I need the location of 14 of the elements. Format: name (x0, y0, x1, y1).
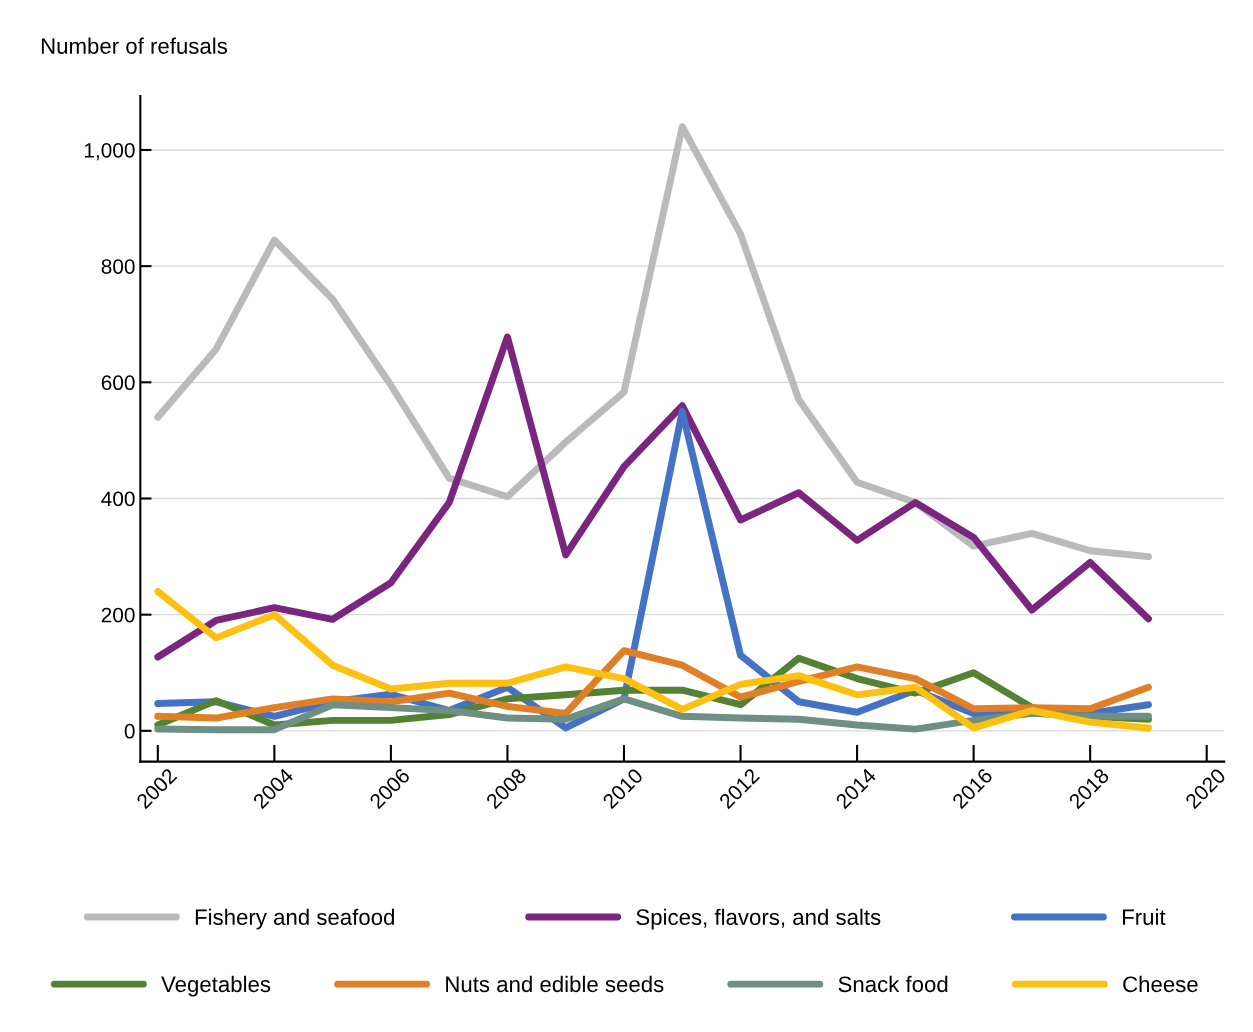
y-tick-label: 1,000 (84, 143, 135, 161)
legend-label: Vegetables (161, 975, 271, 997)
legend-label: Cheese (1123, 975, 1198, 993)
y-tick-label: 800 (101, 259, 135, 274)
y-tick-label: 400 (101, 491, 135, 507)
legend-label: Fruit (1122, 908, 1166, 926)
legend-label: Fishery and seafood (195, 908, 394, 930)
legend-label: Spices, flavors, and salts (636, 908, 881, 930)
legend-label: Snack food (838, 975, 948, 993)
y-tick-label: 0 (124, 723, 135, 739)
y-tick-label: 200 (101, 607, 135, 623)
y-axis-title: Number of refusals (41, 37, 228, 54)
legend-label: Nuts and edible seeds (446, 975, 664, 993)
y-tick-label: 600 (101, 375, 135, 391)
